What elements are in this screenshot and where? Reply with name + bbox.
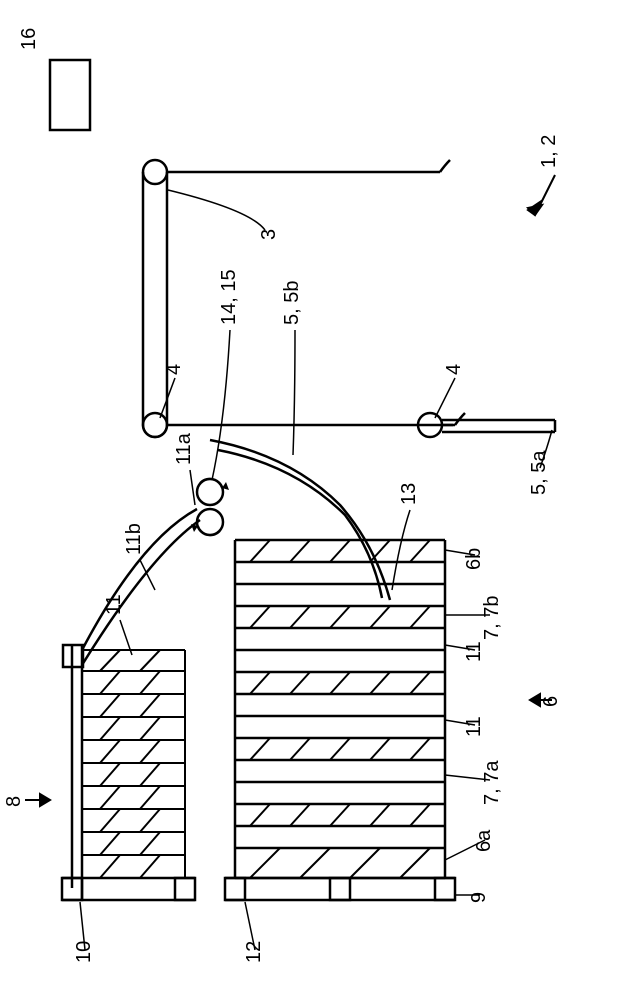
label-1-2: 1, 2 xyxy=(538,135,560,168)
label-11s: 11 xyxy=(103,594,125,615)
label-11d: 11 xyxy=(463,716,485,737)
label-4b: 4 xyxy=(443,364,465,375)
label-13: 13 xyxy=(398,483,420,505)
label-5-5a: 5, 5a xyxy=(528,450,550,495)
label-11b: 11b xyxy=(123,523,145,555)
stack-left xyxy=(62,509,200,900)
label-9: 9 xyxy=(468,892,490,903)
stack-right-hatches xyxy=(250,540,430,878)
guide-plate-5a xyxy=(442,420,555,432)
label-7-7a: 7, 7a xyxy=(481,760,503,805)
label-11c: 11 xyxy=(463,641,485,662)
label-6b: 6b xyxy=(463,548,485,570)
label-16: 16 xyxy=(18,28,40,50)
label-10: 10 xyxy=(73,941,95,963)
label-6a: 6a xyxy=(473,829,495,852)
stack-right xyxy=(235,540,445,878)
roller-pair-14-15 xyxy=(191,479,229,535)
label-7-7b: 7, 7b xyxy=(481,596,503,640)
label-4a: 4 xyxy=(163,364,185,375)
label-8: 8 xyxy=(3,796,25,807)
stack-left-hatches xyxy=(82,650,185,878)
technical-diagram: 16 3 4 4 1, 2 5, 5a 5, 5b 14, 15 11a 11b… xyxy=(0,0,624,1000)
labels: 16 3 4 4 1, 2 5, 5a 5, 5b 14, 15 11a 11b… xyxy=(3,28,562,963)
guide-plate-5b xyxy=(210,440,390,600)
label-11a: 11a xyxy=(173,432,195,465)
label-5-5b: 5, 5b xyxy=(281,281,303,325)
label-12: 12 xyxy=(243,941,265,963)
label-6: 6 xyxy=(540,696,562,707)
label-3: 3 xyxy=(258,229,280,240)
component-16 xyxy=(50,60,90,130)
label-14-15: 14, 15 xyxy=(218,269,240,325)
pallet-9 xyxy=(225,878,455,900)
